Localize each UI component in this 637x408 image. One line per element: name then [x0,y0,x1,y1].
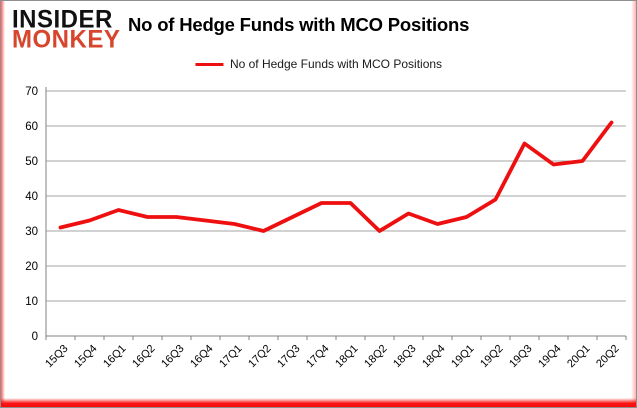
x-axis-label-group: 19Q4 [536,343,564,371]
x-axis-label: 18Q3 [391,343,419,371]
x-axis-label-group: 16Q3 [159,343,187,371]
x-axis-label: 20Q2 [594,343,622,371]
x-axis-label-group: 19Q2 [478,343,506,371]
x-axis-label: 17Q1 [217,343,245,371]
y-axis-label: 60 [25,121,38,133]
x-axis-label: 16Q3 [159,343,187,371]
x-axis-label: 20Q1 [565,343,593,371]
logo-text-insider: INSIDER [12,5,113,34]
legend-label: No of Hedge Funds with MCO Positions [229,57,443,71]
insider-monkey-logo: INSIDER MONKEY [12,5,127,55]
logo-text-monkey: MONKEY [12,25,121,55]
x-axis-label: 16Q2 [130,343,158,371]
x-axis-label: 17Q2 [246,343,274,371]
x-axis-label: 15Q4 [72,343,100,371]
x-axis-label-group: 17Q2 [246,343,274,371]
x-axis-label-group: 18Q1 [333,343,361,371]
x-axis-label: 16Q4 [188,343,216,371]
x-axis-label: 17Q3 [275,343,303,371]
x-axis-label-group: 16Q4 [188,343,216,371]
x-axis-label: 18Q4 [420,343,448,371]
y-axis-label: 20 [25,261,38,273]
x-axis-label: 18Q2 [362,343,390,371]
y-axis-label: 30 [25,226,38,238]
legend-line-swatch [194,62,223,66]
y-axis-label: 70 [25,86,38,98]
x-axis-label-group: 17Q4 [304,343,332,371]
x-axis-label-group: 20Q2 [594,343,622,371]
x-axis-label: 19Q3 [507,343,535,371]
x-axis-label-group: 20Q1 [565,343,593,371]
series-line-hedge-funds [58,120,614,233]
y-axis-label: 0 [32,331,38,343]
x-axis-label: 15Q3 [43,343,71,371]
x-axis-label: 18Q1 [333,343,361,371]
chart-legend: No of Hedge Funds with MCO Positions [194,57,443,71]
y-axis-label: 10 [25,296,38,308]
x-axis-label-group: 18Q2 [362,343,390,371]
x-axis-label-group: 17Q3 [275,343,303,371]
x-axis-label-group: 17Q1 [217,343,245,371]
x-axis-label-group: 18Q4 [420,343,448,371]
x-axis-label-group: 19Q1 [449,343,477,371]
x-axis-label: 19Q2 [478,343,506,371]
x-axis-label-group: 15Q4 [72,343,100,371]
x-axis-label-group: 16Q2 [130,343,158,371]
x-axis-label: 17Q4 [304,343,332,371]
y-axis-label: 50 [25,156,38,168]
x-axis-label-group: 19Q3 [507,343,535,371]
x-axis-label: 19Q1 [449,343,477,371]
x-axis-label: 19Q4 [536,343,564,371]
x-axis-label-group: 16Q1 [101,343,129,371]
x-axis-label-group: 18Q3 [391,343,419,371]
chart-title: No of Hedge Funds with MCO Positions [128,14,470,35]
x-axis-label: 16Q1 [101,343,129,371]
y-axis-label: 40 [25,191,38,203]
x-axis-label-group: 15Q3 [43,343,71,371]
